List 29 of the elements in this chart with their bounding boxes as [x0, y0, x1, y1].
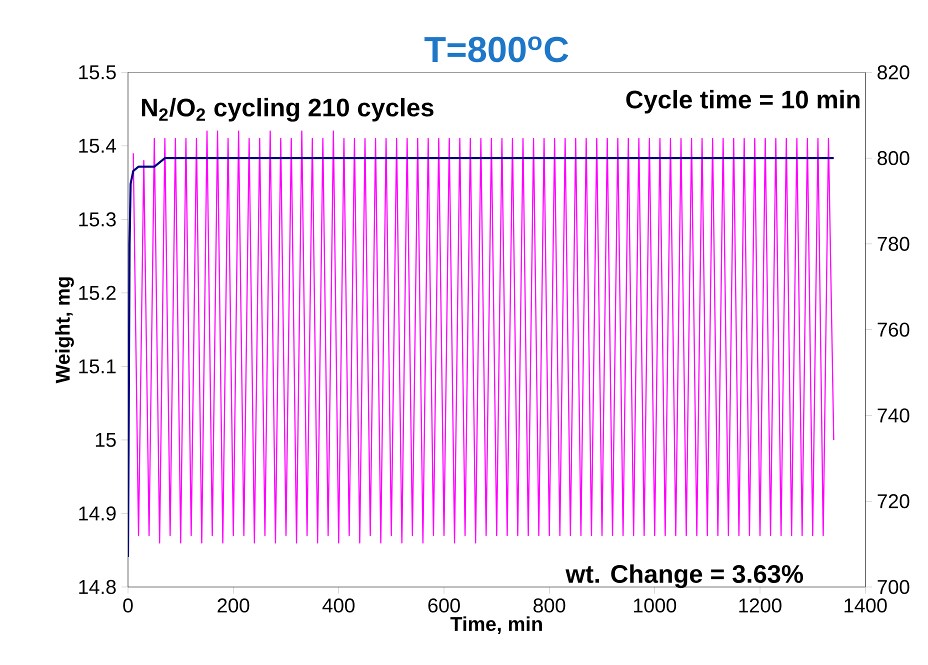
y2-tick-label: 780 — [878, 236, 910, 251]
y-tick-label: 15 — [96, 432, 116, 447]
y2-tick-label: 760 — [878, 322, 910, 337]
x-tick-label: 1400 — [844, 598, 887, 613]
y-tick-label: 15.2 — [79, 286, 116, 300]
x-tick-label: 0 — [123, 598, 133, 613]
y2-tick-label: 740 — [878, 408, 910, 423]
y2-tick-label: 800 — [878, 151, 910, 166]
y-tick-label: 15.5 — [79, 65, 116, 80]
y-tick-label: 14.9 — [79, 506, 116, 521]
x-tick-label: 800 — [534, 598, 566, 613]
chart-title: T=800$^{o}$C — [424, 36, 568, 62]
y2-tick-label: 820 — [878, 65, 910, 80]
annotation: wt. Change = 3.63% — [565, 564, 804, 588]
y-tick-label: 14.8 — [79, 580, 116, 594]
x-tick-label: 1000 — [634, 598, 676, 613]
y2-tick-label: 720 — [878, 494, 910, 508]
y-tick-label: 15.3 — [79, 212, 116, 226]
y-axis-title: Weight, mg — [55, 277, 74, 384]
annotation: Cycle time = 10 min — [626, 90, 860, 114]
x-axis-title: Time, min — [450, 616, 542, 634]
y2-tick-label: 700 — [878, 580, 910, 594]
y-tick-label: 15.4 — [79, 138, 116, 153]
y-tick-label: 15.1 — [79, 359, 116, 374]
annotation: N$_{2}$/O$_{2}$ cycling 210 cycles — [142, 98, 434, 122]
x-tick-label: 600 — [428, 598, 460, 613]
x-tick-label: 1200 — [739, 598, 782, 613]
x-tick-label: 200 — [218, 598, 250, 613]
x-tick-label: 400 — [322, 598, 355, 613]
